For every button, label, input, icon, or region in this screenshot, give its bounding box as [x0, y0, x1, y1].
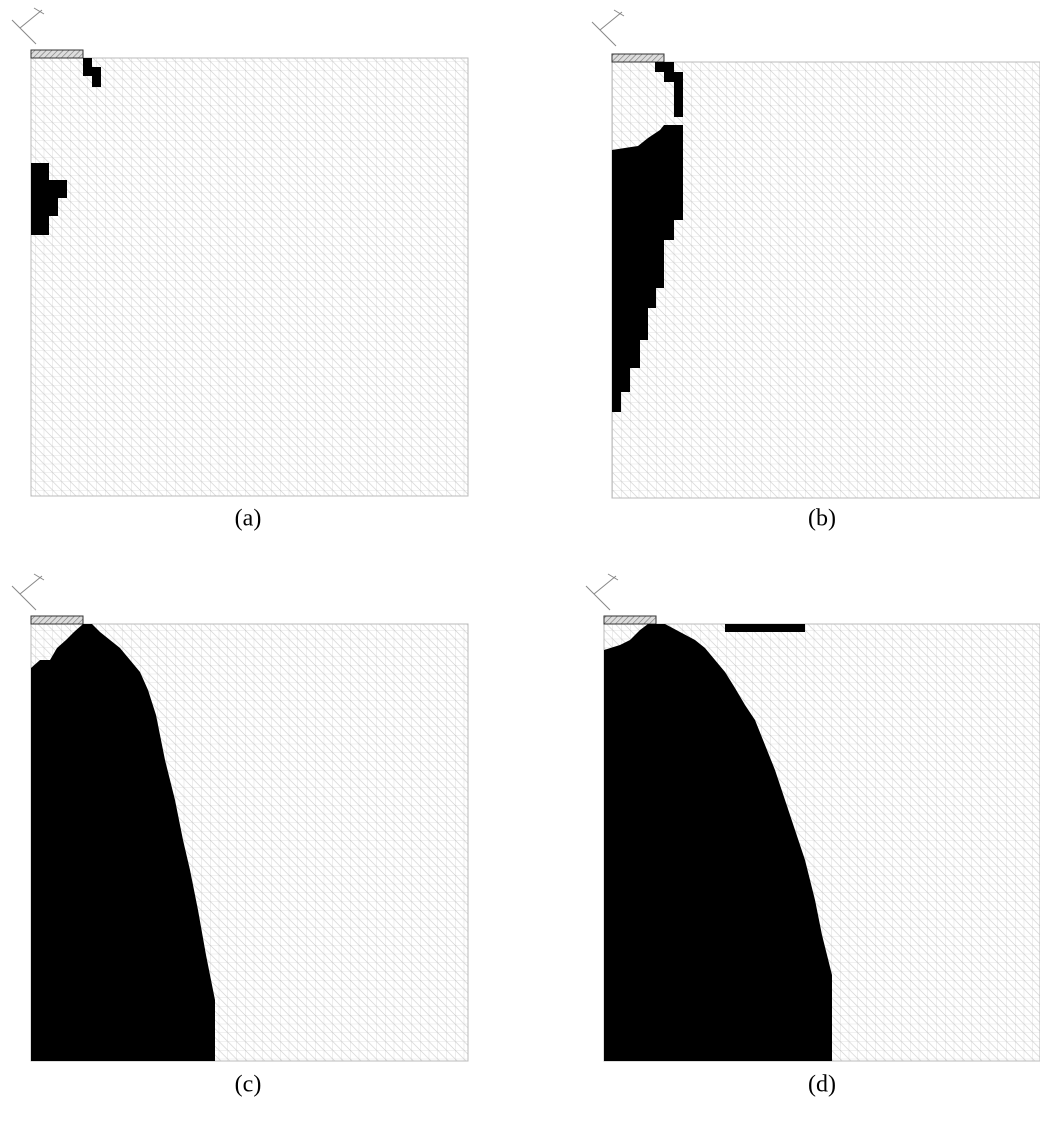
- material-region: [31, 163, 67, 235]
- load-plate: [611, 53, 665, 63]
- mesh: [30, 57, 469, 497]
- panel-a: (a): [11, 7, 469, 532]
- load-plate: [603, 615, 657, 625]
- mesh: [611, 61, 1040, 499]
- material-region: [604, 624, 832, 1061]
- panel-b: (b): [591, 9, 1040, 532]
- material-region: [83, 58, 101, 87]
- panel-label: (d): [808, 1072, 836, 1098]
- material-region: [655, 62, 683, 117]
- axes-icon: [591, 9, 625, 47]
- panel-d: (d): [585, 573, 1040, 1098]
- load-plate: [30, 49, 84, 59]
- material-region: [31, 624, 215, 1061]
- panel-label: (b): [808, 506, 836, 532]
- panel-label: (c): [235, 1072, 262, 1098]
- load-plate: [30, 615, 84, 625]
- axes-icon: [585, 573, 619, 611]
- panel-c: (c): [11, 573, 469, 1098]
- material-region: [612, 125, 683, 412]
- panel-label: (a): [235, 506, 262, 532]
- axes-icon: [11, 573, 45, 611]
- axes-icon: [11, 7, 45, 45]
- material-region: [725, 624, 805, 632]
